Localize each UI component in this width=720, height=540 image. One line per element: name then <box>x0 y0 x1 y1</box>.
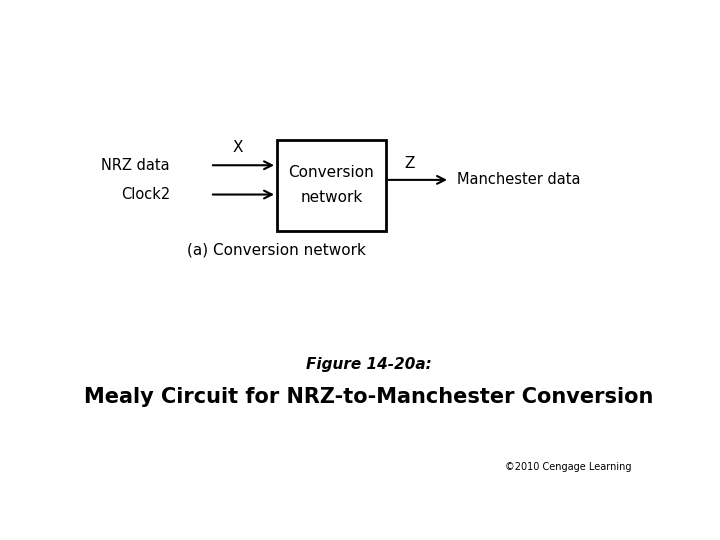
Bar <box>277 140 386 231</box>
Text: Conversion: Conversion <box>289 165 374 180</box>
Text: ©2010 Cengage Learning: ©2010 Cengage Learning <box>505 462 631 472</box>
Text: Clock2: Clock2 <box>121 187 170 202</box>
Text: (a) Conversion network: (a) Conversion network <box>187 242 366 258</box>
Text: X: X <box>233 140 243 156</box>
Text: Figure 14-20a:: Figure 14-20a: <box>306 357 432 372</box>
Text: Z: Z <box>404 156 415 171</box>
Text: network: network <box>300 190 362 205</box>
Text: NRZ data: NRZ data <box>101 158 170 173</box>
Text: Mealy Circuit for NRZ-to-Manchester Conversion: Mealy Circuit for NRZ-to-Manchester Conv… <box>84 387 654 408</box>
Text: Manchester data: Manchester data <box>457 172 580 187</box>
